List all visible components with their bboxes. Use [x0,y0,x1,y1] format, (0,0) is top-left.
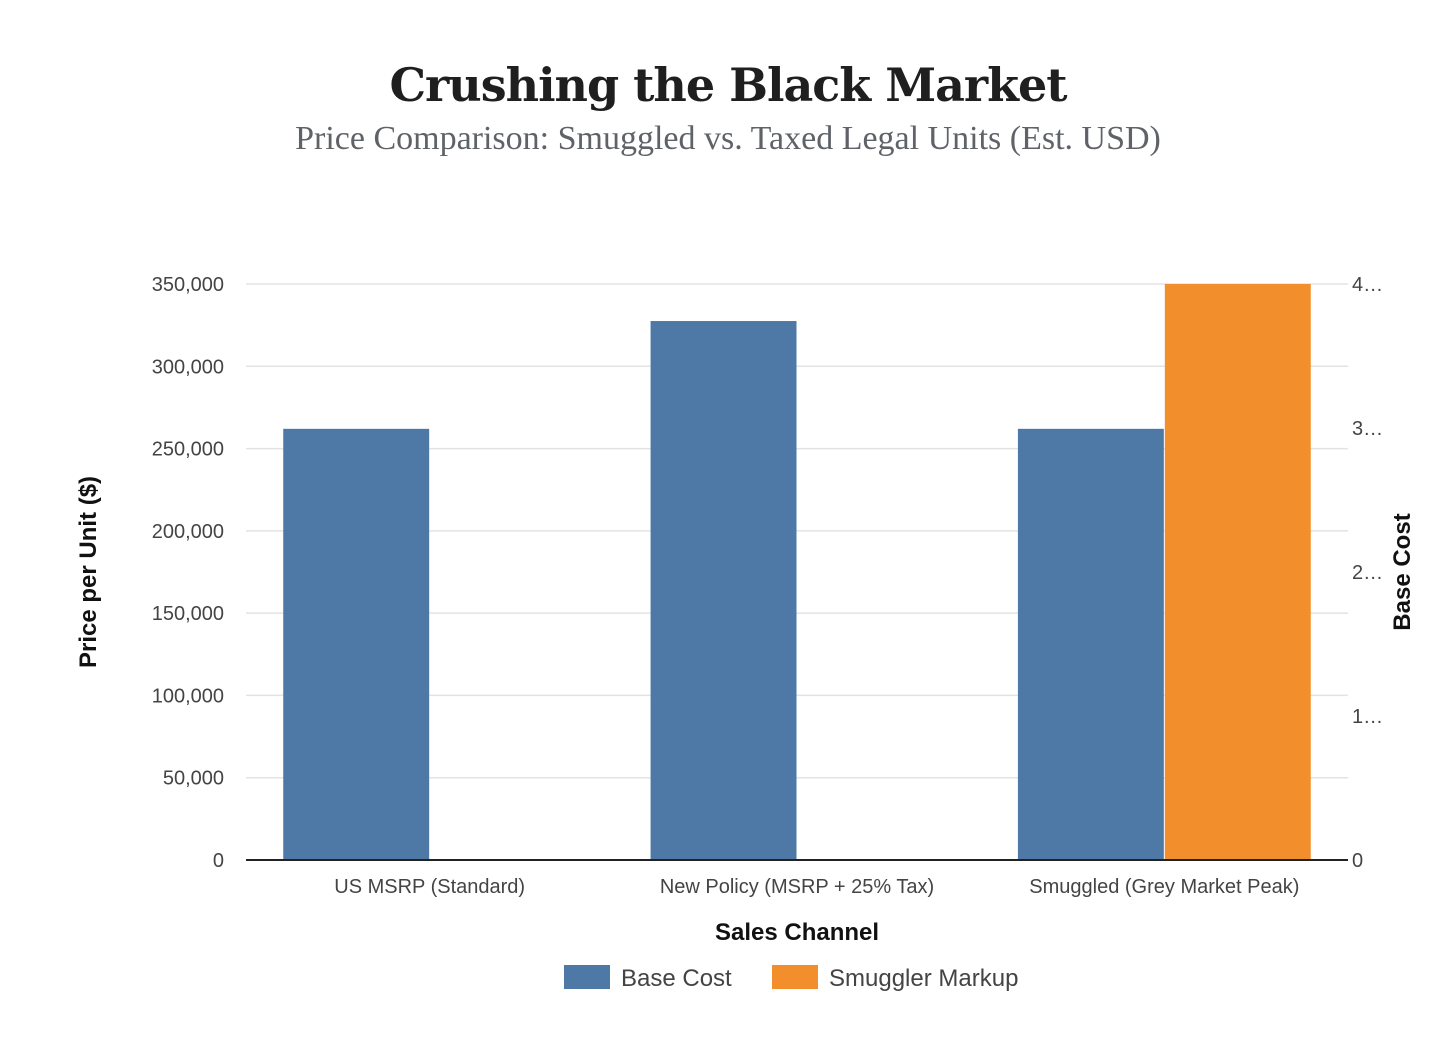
x-tick-label: New Policy (MSRP + 25% Tax) [660,876,934,898]
bar-base-cost [650,321,797,860]
y2-tick-label: 4… [1352,274,1383,296]
y2-axis-title: Base Cost [1389,513,1416,630]
y2-tick-label: 0 [1352,850,1363,872]
bar-smuggler-markup [1164,284,1311,860]
y2-axis-ticks: 0 1… 2… 3… 4… [1352,274,1383,872]
x-axis-ticks: US MSRP (Standard) New Policy (MSRP + 25%… [334,876,1299,898]
y2-tick-label: 1… [1352,706,1383,728]
bars [283,284,1311,860]
y-tick-label: 200,000 [152,521,224,543]
y-tick-label: 50,000 [163,768,224,790]
legend-swatch [772,965,818,989]
y2-tick-label: 3… [1352,418,1383,440]
legend: Base Cost Smuggler Markup [564,965,1018,992]
y-axis-title: Price per Unit ($) [75,476,102,668]
y-axis-ticks: 0 50,000 100,000 150,000 200,000 250,000 300,0… [152,274,224,872]
legend-swatch [564,965,610,989]
legend-label: Smuggler Markup [829,965,1018,992]
gridlines [246,283,1348,779]
y2-tick-label: 2… [1352,562,1383,584]
y-tick-label: 0 [213,850,224,872]
y-tick-label: 150,000 [152,603,224,625]
bar-base-cost [1017,428,1164,860]
y-tick-label: 300,000 [152,356,224,378]
x-tick-label: US MSRP (Standard) [334,876,525,898]
y-tick-label: 350,000 [152,274,224,296]
x-axis-title: Sales Channel [715,919,879,946]
y-tick-label: 100,000 [152,685,224,707]
bar-base-cost [283,428,430,860]
chart-title: Crushing the Black Market [389,58,1067,112]
x-tick-label: Smuggled (Grey Market Peak) [1029,876,1299,898]
chart-subtitle: Price Comparison: Smuggled vs. Taxed Leg… [295,120,1161,157]
legend-label: Base Cost [621,965,732,992]
y-tick-label: 250,000 [152,439,224,461]
